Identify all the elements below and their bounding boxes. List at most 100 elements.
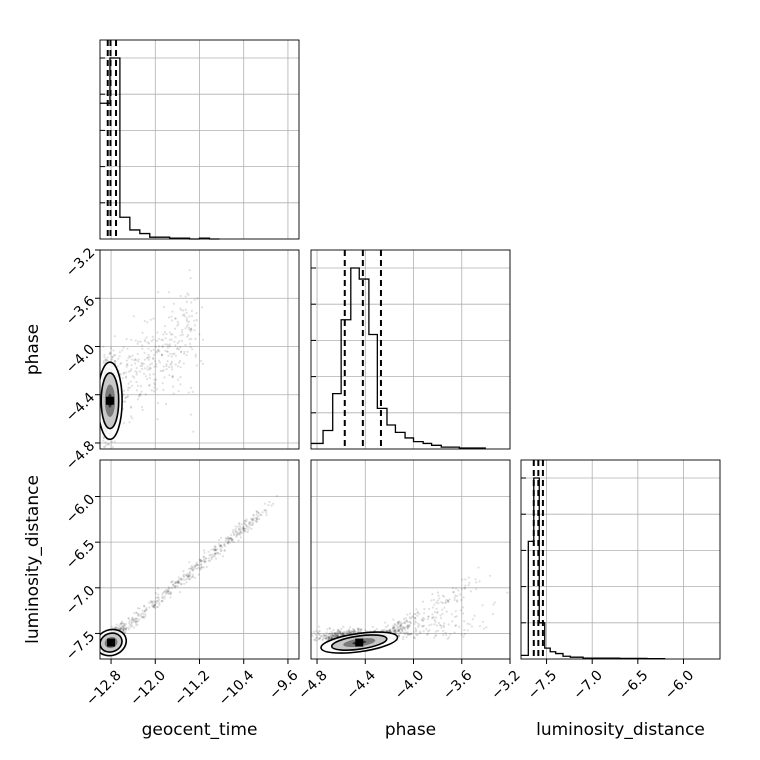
sample-point [324,637,327,640]
sample-point [219,544,223,547]
sample-point [141,331,144,334]
sample-point [143,610,146,613]
sample-point [121,625,124,628]
sample-point [197,566,200,569]
sample-point [468,581,471,584]
sample-point [241,527,245,530]
y-axis-label-luminosity_distance: luminosity_distance [23,475,43,644]
sample-point [331,634,334,637]
sample-point [166,589,169,592]
sample-point [219,549,222,552]
sample-point [347,631,350,634]
sample-point [418,624,421,627]
sample-point [125,338,128,341]
sample-point [463,633,466,636]
sample-point [124,631,127,634]
sample-point [154,345,157,348]
sample-point [329,634,332,638]
sample-point [394,629,397,632]
sample-point [148,376,151,379]
sample-point [141,616,144,619]
sample-point [339,632,342,635]
sample-point [330,635,333,639]
sample-point [336,628,339,632]
sample-point [433,603,436,606]
sample-point [164,337,167,340]
sample-point [352,630,355,633]
sample-point [179,366,182,369]
sample-point [485,626,488,629]
sample-point [171,368,174,371]
sample-point [208,554,211,557]
sample-point [330,635,333,638]
sample-point [397,635,400,638]
sample-point [192,430,195,433]
sample-point [335,631,338,634]
sample-point [399,628,402,631]
sample-point [225,537,228,540]
sample-point [401,625,404,629]
sample-point [157,349,160,352]
sample-point [407,633,410,636]
sample-point [399,631,402,635]
x-axis-label-geocent_time: geocent_time [142,720,258,740]
sample-point [427,632,430,636]
sample-point [433,618,436,622]
sample-point [341,631,344,634]
sample-point [183,315,186,318]
sample-point [132,315,135,318]
sample-point [463,620,466,623]
contour-group [100,628,128,657]
sample-point [150,600,153,603]
sample-point [251,519,254,522]
sample-point [242,528,245,531]
sample-point [462,606,465,609]
sample-point [149,366,152,369]
sample-point [148,373,151,376]
sample-point [155,606,158,609]
sample-point [126,363,129,366]
sample-point [117,357,120,360]
sample-point [126,395,129,398]
sample-point [134,617,137,620]
sample-point [319,637,322,640]
sample-point [165,332,168,336]
sample-point [202,566,205,569]
sample-point [347,628,351,631]
sample-point [404,631,407,634]
sample-point [165,363,168,366]
sample-point [173,582,176,585]
sample-point [120,621,123,625]
sample-point [446,600,450,603]
sample-point [174,581,178,584]
sample-point [194,337,197,340]
sample-point [190,309,193,312]
sample-point [157,598,161,602]
sample-point [402,635,405,639]
sample-point [137,340,140,343]
sample-point [170,362,173,365]
sample-point [235,534,238,537]
sample-point [187,575,190,578]
sample-point [209,553,212,556]
sample-point [139,340,142,343]
sample-point [195,318,198,322]
sample-point [183,313,186,316]
sample-point [454,624,457,628]
sample-point [317,630,320,634]
sample-point [431,593,434,596]
sample-point [163,325,166,328]
sample-point [407,633,410,636]
sample-point [199,560,202,563]
sample-point [444,601,447,604]
sample-point [121,349,124,352]
sample-point [447,599,450,602]
sample-point [181,333,184,336]
sample-point [315,629,318,633]
sample-point [168,343,171,346]
sample-point [433,623,436,626]
sample-point [167,344,170,347]
sample-point [202,555,205,558]
sample-point [342,633,345,636]
sample-point [143,367,146,370]
